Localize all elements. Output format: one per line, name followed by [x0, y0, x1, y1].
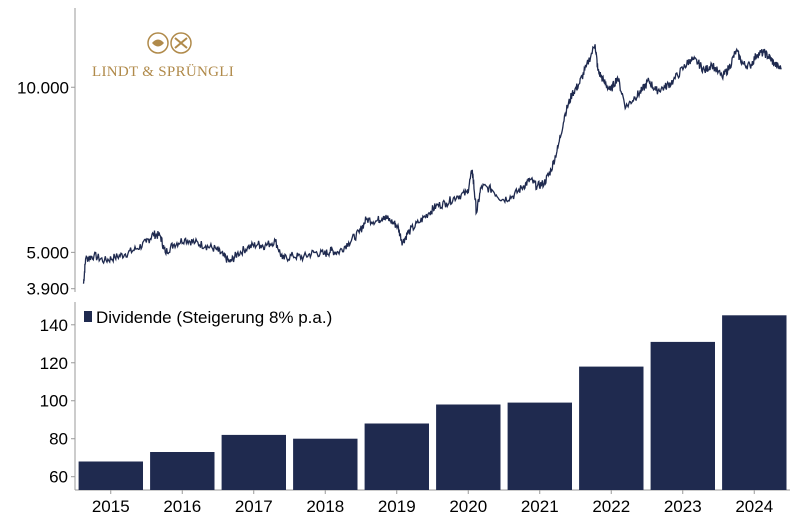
dividend-x-tick-label: 2015	[92, 497, 130, 516]
dividend-bar	[650, 341, 715, 490]
price-y-tick-label: 3.900	[26, 280, 69, 299]
legend-label: Dividende (Steigerung 8% p.a.)	[96, 308, 332, 327]
legend-swatch	[84, 311, 92, 322]
dividend-x-tick-label: 2024	[735, 497, 773, 516]
price-y-tick-label: 5.000	[26, 243, 69, 262]
dividend-x-tick-label: 2019	[378, 497, 416, 516]
dividend-x-tick-label: 2023	[664, 497, 702, 516]
dividend-y-tick-label: 80	[49, 430, 68, 449]
dividend-x-tick-label: 2021	[521, 497, 559, 516]
lindt-emblem-icon	[147, 32, 192, 54]
dividend-bar	[507, 402, 572, 490]
lindt-logo-text: LINDT & SPRÜNGLI	[92, 63, 234, 80]
price-y-ticks: 3.900 5.000 10.000	[17, 78, 75, 299]
dividend-y-ticks: 60 80 100 120 140	[40, 316, 75, 487]
dividend-x-tick-label: 2020	[449, 497, 487, 516]
dividend-y-tick-label: 120	[40, 354, 68, 373]
dividend-bar	[722, 315, 787, 490]
dividend-bar	[579, 366, 644, 490]
dividend-bar	[436, 404, 501, 490]
dividend-bar	[221, 434, 286, 490]
price-series-line	[82, 44, 782, 284]
dividend-y-tick-label: 60	[49, 468, 68, 487]
dividend-y-tick-label: 140	[40, 316, 68, 335]
dividend-x-tick-label: 2016	[163, 497, 201, 516]
dividend-x-tick-label: 2018	[306, 497, 344, 516]
price-panel: 3.900 5.000 10.000 LINDT & SPRÜNGLI	[17, 8, 782, 299]
dividend-bar	[364, 423, 429, 490]
dividend-x-tick-label: 2017	[235, 497, 273, 516]
dividend-legend: Dividende (Steigerung 8% p.a.)	[84, 308, 332, 327]
dividend-x-tick-label: 2022	[592, 497, 630, 516]
lindt-logo: LINDT & SPRÜNGLI	[92, 32, 234, 80]
price-y-tick-label: 10.000	[17, 78, 69, 97]
dividend-bar	[150, 452, 215, 490]
dividend-x-ticks: 2015 2016 2017 2018 2019 2020 2021 2022 2023 2024	[92, 490, 773, 516]
dividend-bar	[78, 461, 143, 490]
dividend-y-tick-label: 100	[40, 392, 68, 411]
dividend-bar	[293, 438, 358, 490]
dividend-bars	[78, 315, 787, 490]
